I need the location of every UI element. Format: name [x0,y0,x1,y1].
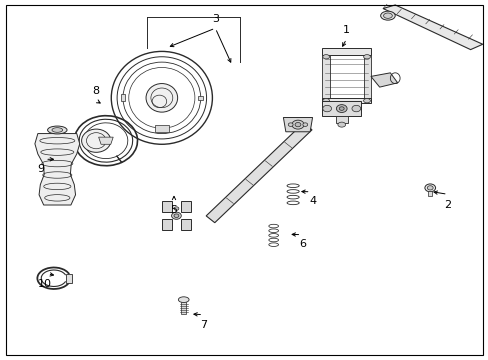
Text: 7: 7 [199,320,206,330]
Ellipse shape [47,126,67,134]
Ellipse shape [174,214,179,217]
Polygon shape [206,123,311,223]
Text: 5: 5 [170,205,177,215]
Ellipse shape [363,99,370,103]
Polygon shape [120,94,125,102]
Text: 1: 1 [343,25,349,35]
Ellipse shape [363,55,370,59]
Polygon shape [35,134,80,205]
Polygon shape [427,192,431,196]
Ellipse shape [383,13,391,18]
Polygon shape [283,117,312,132]
Ellipse shape [294,122,300,127]
Ellipse shape [337,122,345,127]
Polygon shape [370,73,397,87]
Ellipse shape [174,207,179,210]
Ellipse shape [380,11,394,20]
Ellipse shape [336,105,346,112]
Polygon shape [322,98,370,103]
Text: 6: 6 [299,239,305,249]
Text: 4: 4 [308,197,315,206]
Polygon shape [335,116,347,123]
Polygon shape [322,102,361,116]
Polygon shape [363,55,370,102]
Ellipse shape [427,186,432,190]
Ellipse shape [178,297,189,302]
Text: 2: 2 [443,200,450,210]
Polygon shape [154,125,169,132]
Polygon shape [382,5,482,50]
Ellipse shape [339,107,344,111]
Ellipse shape [291,120,304,129]
Polygon shape [99,137,113,144]
Text: 3: 3 [211,14,218,24]
Polygon shape [198,96,203,100]
Ellipse shape [52,128,62,132]
Ellipse shape [351,105,360,112]
Ellipse shape [171,212,181,219]
Ellipse shape [287,123,292,126]
Text: 10: 10 [38,279,52,289]
Polygon shape [181,202,191,212]
Polygon shape [322,55,329,102]
Polygon shape [322,48,370,55]
Polygon shape [162,219,171,230]
Ellipse shape [146,84,177,112]
Ellipse shape [322,99,329,103]
Ellipse shape [302,123,307,126]
Ellipse shape [322,55,329,59]
Polygon shape [66,274,72,283]
Text: 9: 9 [38,164,45,174]
Polygon shape [181,219,191,230]
Polygon shape [181,301,186,314]
Ellipse shape [424,184,435,192]
Text: 8: 8 [92,86,100,96]
Ellipse shape [81,129,111,152]
Ellipse shape [322,105,331,112]
Polygon shape [162,202,171,212]
